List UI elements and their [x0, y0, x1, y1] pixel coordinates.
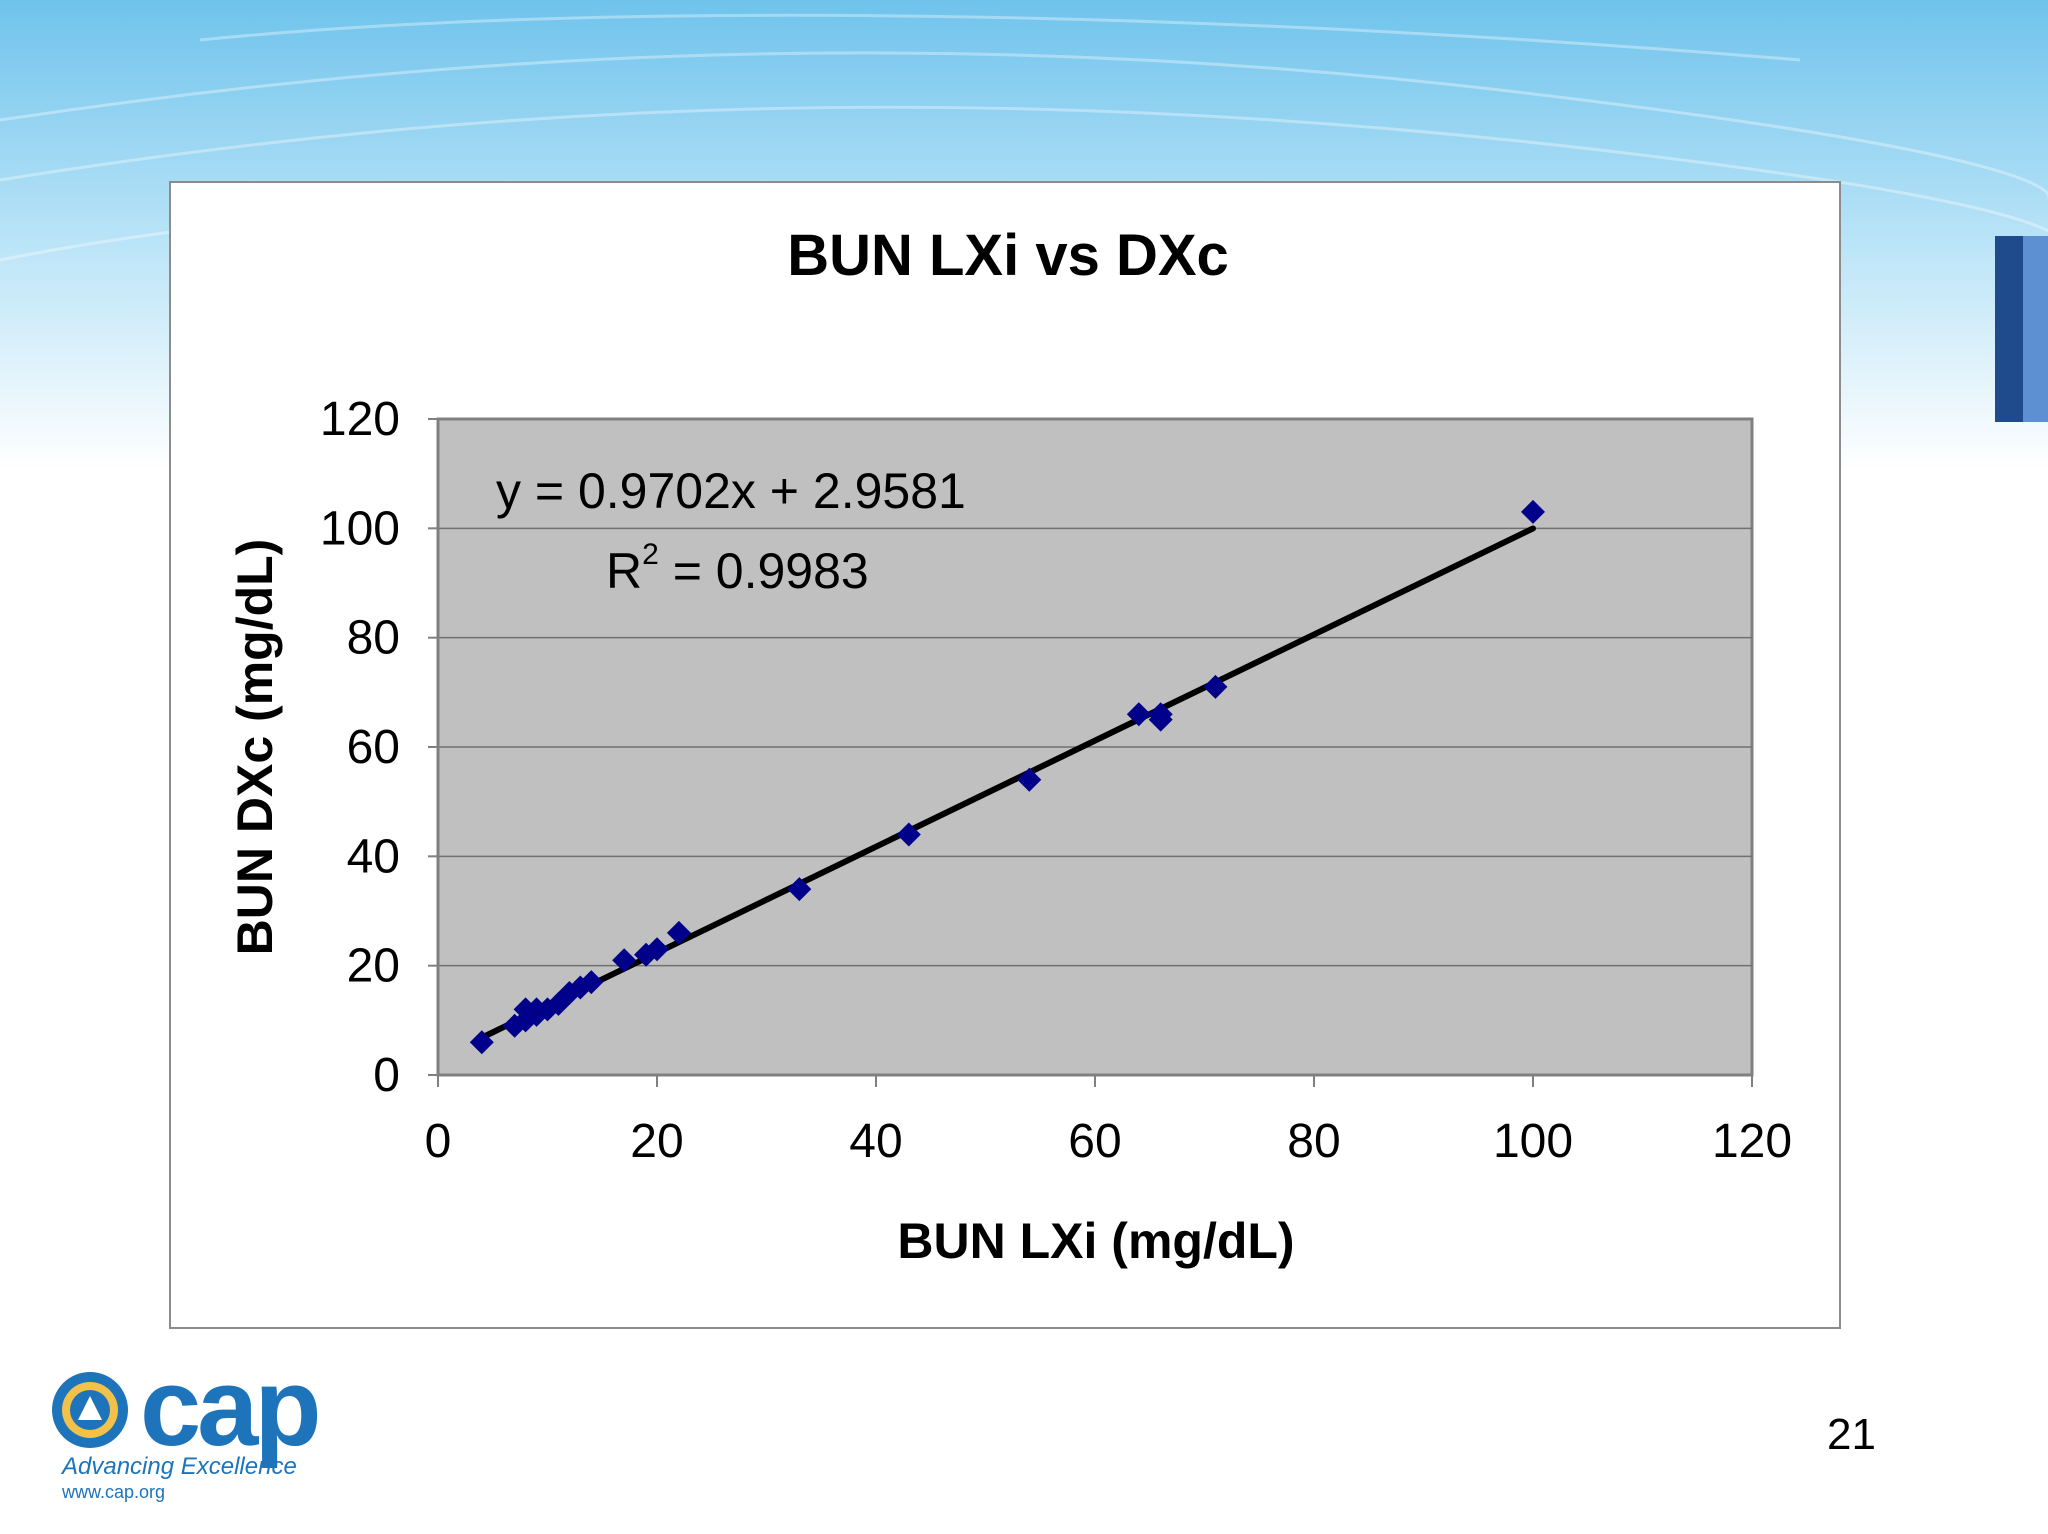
- axes: [428, 418, 1753, 1087]
- data-point-17: [1017, 767, 1042, 792]
- accent-bar-light: [2023, 236, 2048, 422]
- data-point-21: [1203, 674, 1228, 699]
- trendline-equation: y = 0.9702x + 2.9581: [496, 463, 966, 519]
- cap-seal-icon: [52, 1372, 128, 1448]
- x-tick-label-60: 60: [1068, 1115, 1121, 1168]
- y-tick-label-0: 0: [373, 1049, 400, 1102]
- y-tick-label-20: 20: [347, 940, 400, 993]
- data-point-20: [1148, 707, 1173, 732]
- y-tick-label-120: 120: [320, 393, 400, 446]
- r-squared-superscript: 2: [642, 538, 659, 571]
- y-tick-label-40: 40: [347, 830, 400, 883]
- data-point-22: [1521, 499, 1545, 524]
- y-tick-label-80: 80: [347, 612, 400, 665]
- cap-logo: cap Advancing Excellence www.cap.org: [52, 1350, 322, 1502]
- chart-title: BUN LXi vs DXc: [787, 223, 1229, 288]
- x-tick-label-0: 0: [425, 1115, 452, 1168]
- r-squared-value: = 0.9983: [659, 543, 869, 599]
- x-tick-label-20: 20: [630, 1115, 683, 1168]
- data-point-10: [579, 970, 604, 995]
- data-point-0: [469, 1030, 494, 1055]
- tick-labels: 0 20 40 60 80 100 120 0 20 40 60 80 100 120: [320, 393, 1792, 1168]
- x-tick-label-80: 80: [1287, 1115, 1340, 1168]
- r-squared-label: R2 = 0.9983: [606, 538, 869, 599]
- data-markers: [469, 499, 1545, 1055]
- logo-tagline: Advancing Excellence: [60, 1453, 297, 1480]
- data-point-11: [612, 948, 637, 973]
- x-axis-label: BUN LXi (mg/dL): [897, 1213, 1294, 1269]
- r-squared-r: R: [606, 543, 642, 599]
- logo-url: www.cap.org: [61, 1482, 165, 1502]
- accent-bar-dark: [1995, 236, 2023, 422]
- data-point-18: [1126, 702, 1151, 727]
- data-point-14: [666, 920, 691, 945]
- y-tick-label-60: 60: [347, 721, 400, 774]
- x-tick-label-40: 40: [849, 1115, 902, 1168]
- x-tick-label-120: 120: [1712, 1115, 1792, 1168]
- x-tick-label-100: 100: [1493, 1115, 1573, 1168]
- slide-number: 21: [1827, 1410, 1876, 1459]
- data-point-1: [502, 1013, 527, 1038]
- data-point-13: [645, 937, 669, 962]
- data-point-15: [787, 877, 812, 902]
- data-point-16: [896, 822, 921, 847]
- y-axis-label: BUN DXc (mg/dL): [227, 539, 283, 956]
- y-tick-label-100: 100: [320, 502, 400, 555]
- logo-brand-text: cap: [140, 1350, 318, 1469]
